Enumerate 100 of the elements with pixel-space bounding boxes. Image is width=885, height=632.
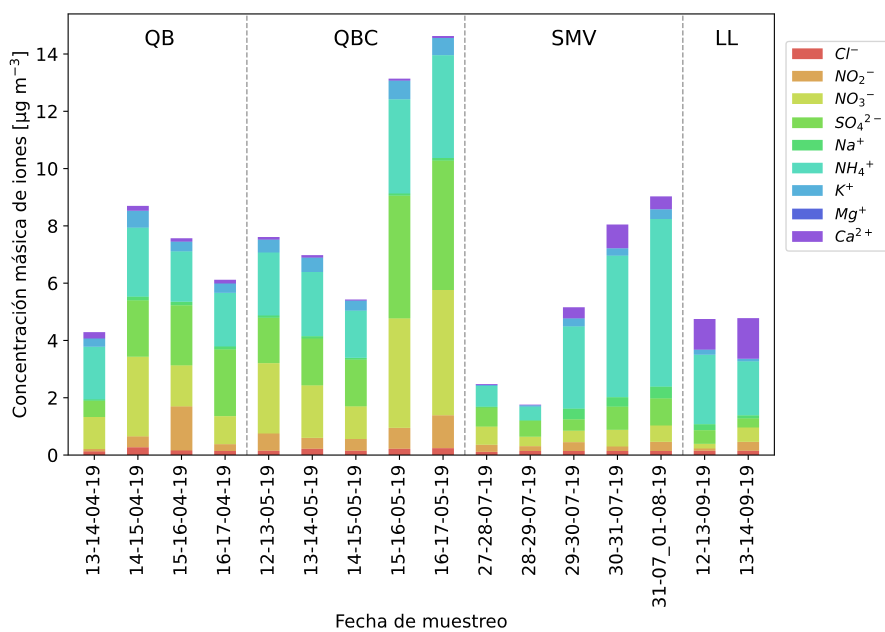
bar bbox=[519, 420, 542, 437]
bar bbox=[476, 444, 498, 452]
bar bbox=[519, 406, 542, 420]
bar bbox=[606, 406, 628, 430]
x-tick-label: 31-07_01-08-19 bbox=[652, 466, 670, 607]
bar bbox=[388, 318, 410, 428]
bar bbox=[126, 356, 149, 436]
bar bbox=[126, 436, 149, 448]
y-tick-label: 6 bbox=[48, 276, 58, 290]
y-tick-label: 12 bbox=[37, 104, 57, 118]
bar bbox=[388, 80, 410, 100]
bar bbox=[83, 346, 106, 400]
bar bbox=[606, 256, 628, 398]
bar bbox=[562, 318, 585, 326]
bar bbox=[83, 338, 106, 347]
legend-label: NO$_{2}$$^{−}$ bbox=[835, 70, 874, 84]
bar bbox=[170, 365, 192, 406]
bar bbox=[432, 448, 454, 456]
y-tick-label: 0 bbox=[48, 448, 58, 462]
bar bbox=[562, 419, 585, 431]
bar bbox=[344, 310, 367, 358]
bar bbox=[344, 450, 367, 456]
bar bbox=[301, 258, 324, 272]
x-tick-label: 12-13-05-19 bbox=[260, 466, 274, 574]
bar bbox=[606, 446, 628, 452]
bar bbox=[301, 385, 324, 438]
bar bbox=[432, 158, 454, 161]
bar bbox=[258, 237, 280, 240]
y-tick-label: 4 bbox=[48, 334, 58, 348]
bar bbox=[476, 407, 498, 427]
bar bbox=[737, 450, 760, 456]
bar bbox=[737, 361, 760, 416]
x-tick-label: 13-14-04-19 bbox=[86, 466, 100, 574]
annotation: QB bbox=[146, 30, 174, 48]
bar bbox=[344, 360, 367, 406]
bar bbox=[519, 446, 542, 452]
bar bbox=[170, 242, 192, 252]
bar bbox=[214, 416, 236, 444]
legend-label: NH$_{4}$$^{+}$ bbox=[835, 160, 874, 176]
bar bbox=[258, 363, 280, 434]
bar bbox=[737, 418, 760, 428]
bar bbox=[650, 426, 672, 442]
bar bbox=[476, 426, 498, 445]
legend-label: Mg$^{+}$ bbox=[835, 206, 866, 222]
bar bbox=[83, 332, 106, 338]
bar bbox=[258, 252, 280, 316]
bar bbox=[562, 430, 585, 442]
bar bbox=[650, 386, 672, 398]
bar bbox=[650, 442, 672, 452]
bar bbox=[388, 99, 410, 194]
bar bbox=[126, 447, 149, 456]
x-tick-label: 28-29-07-19 bbox=[522, 466, 536, 575]
bar bbox=[301, 272, 324, 336]
bar bbox=[432, 160, 454, 290]
bar bbox=[432, 290, 454, 416]
x-tick-label: 30-31-07-19 bbox=[609, 466, 623, 575]
x-tick-label: 15-16-05-19 bbox=[391, 466, 405, 574]
y-tick-label: 10 bbox=[37, 162, 58, 176]
bar bbox=[476, 386, 498, 407]
bar bbox=[170, 305, 192, 366]
legend-label: Ca$^{2+}$ bbox=[836, 228, 872, 242]
bar bbox=[606, 248, 628, 256]
legend-label: SO$_{4}$$^{2−}$ bbox=[835, 114, 881, 130]
bar bbox=[344, 406, 367, 439]
bar bbox=[432, 38, 454, 56]
bar bbox=[388, 428, 410, 449]
x-tick-label: 16-17-05-19 bbox=[434, 466, 448, 574]
bar bbox=[214, 346, 236, 350]
bar bbox=[650, 398, 672, 426]
bar bbox=[126, 206, 149, 211]
bar bbox=[519, 436, 542, 446]
y-tick-label: 14 bbox=[37, 48, 58, 61]
bar bbox=[606, 224, 628, 248]
bar bbox=[694, 354, 716, 424]
bar bbox=[650, 219, 672, 387]
bar bbox=[388, 448, 410, 456]
bar bbox=[126, 300, 149, 357]
x-axis-title: Fecha de muestreo bbox=[336, 614, 507, 628]
legend-label: K$^{+}$ bbox=[835, 183, 853, 196]
bar bbox=[301, 338, 324, 386]
legend-label: Cl$^{−}$ bbox=[836, 47, 858, 60]
bar bbox=[258, 450, 280, 456]
bar bbox=[258, 240, 280, 253]
bar bbox=[694, 424, 716, 430]
bar bbox=[737, 442, 760, 451]
bar bbox=[214, 292, 236, 346]
bar bbox=[562, 442, 585, 452]
bar bbox=[606, 430, 628, 446]
bar bbox=[606, 397, 628, 407]
bar bbox=[170, 251, 192, 302]
bar bbox=[388, 196, 410, 318]
bar bbox=[301, 255, 324, 258]
x-tick-label: 12-13-09-19 bbox=[696, 466, 710, 574]
x-tick-label: 14-15-05-19 bbox=[347, 466, 362, 574]
bar bbox=[258, 318, 280, 364]
bar bbox=[83, 400, 106, 417]
bar bbox=[432, 415, 454, 448]
bar bbox=[214, 444, 236, 452]
x-tick-label: 13-14-09-19 bbox=[740, 466, 754, 574]
x-tick-label: 27-28-07-19 bbox=[478, 466, 492, 575]
